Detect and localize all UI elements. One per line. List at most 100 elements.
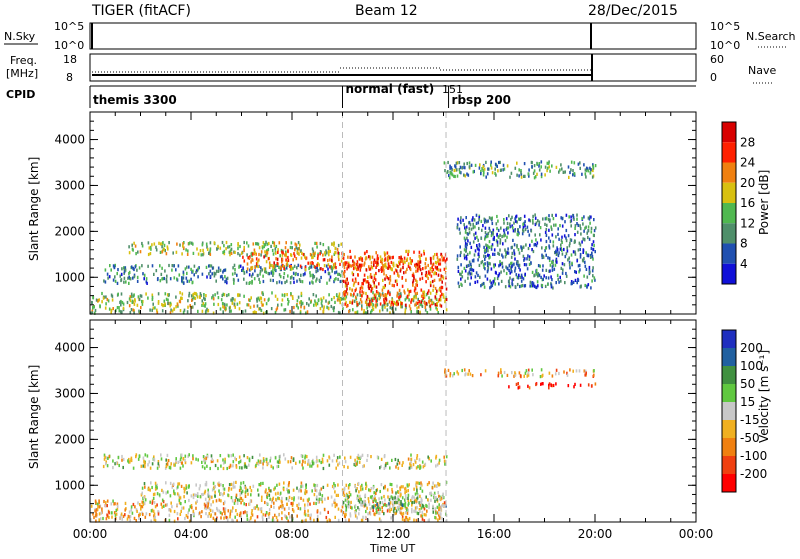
echo-cell	[307, 460, 309, 464]
echo-cell	[522, 229, 525, 233]
echo-cell	[122, 306, 125, 310]
echo-cell	[378, 517, 381, 521]
echo-cell	[594, 278, 596, 282]
echo-cell	[249, 298, 251, 302]
echo-cell	[492, 228, 495, 232]
colorbar-tick-label: 50	[740, 377, 755, 391]
echo-cell	[384, 502, 386, 506]
echo-cell	[324, 270, 327, 274]
echo-cell	[200, 515, 202, 519]
echo-cell	[206, 501, 208, 505]
echo-cell	[408, 466, 411, 470]
echo-cell	[551, 233, 554, 237]
echo-cell	[372, 296, 374, 300]
echo-cell	[338, 272, 341, 276]
echo-cell	[250, 274, 253, 278]
echo-cell	[251, 509, 253, 513]
echo-cell	[223, 516, 225, 520]
echo-cell	[381, 292, 384, 296]
echo-cell	[501, 234, 503, 239]
echo-cell	[438, 503, 440, 507]
echo-cell	[247, 303, 250, 307]
echo-cell	[566, 373, 569, 377]
echo-cell	[160, 453, 162, 457]
echo-cell	[292, 296, 294, 300]
echo-cell	[573, 161, 576, 165]
echo-cell	[349, 483, 351, 487]
echo-cell	[155, 248, 158, 252]
echo-cell	[165, 465, 168, 469]
echo-cell	[358, 507, 361, 512]
echo-cell	[377, 508, 380, 512]
echo-cell	[241, 251, 243, 255]
echo-cell	[575, 369, 578, 373]
echo-cell	[419, 255, 421, 260]
echo-cell	[584, 168, 587, 172]
echo-cell	[211, 488, 214, 492]
echo-cell	[485, 235, 488, 239]
echo-cell	[342, 279, 345, 283]
echo-cell	[423, 519, 426, 523]
colorbar-segment	[722, 438, 736, 456]
echo-cell	[169, 311, 172, 315]
echo-cell	[300, 454, 303, 458]
echo-cell	[523, 374, 525, 378]
echo-cell	[222, 458, 224, 462]
echo-cell	[532, 171, 535, 175]
echo-cell	[199, 511, 201, 515]
echo-cell	[394, 279, 397, 283]
echo-cell	[309, 516, 312, 520]
echo-cell	[427, 263, 429, 268]
echo-cell	[215, 269, 218, 273]
echo-cell	[128, 304, 131, 308]
echo-cell	[291, 502, 294, 506]
echo-cell	[212, 481, 215, 485]
echo-cell	[470, 262, 472, 266]
echo-cell	[168, 513, 171, 517]
echo-cell	[485, 243, 487, 247]
echo-cell	[562, 268, 564, 272]
echo-cell	[489, 279, 491, 283]
echo-cell	[256, 304, 259, 308]
echo-cell	[568, 256, 570, 260]
echo-cell	[238, 455, 241, 459]
echo-cell	[312, 261, 314, 266]
echo-cell	[195, 493, 197, 498]
echo-cell	[298, 278, 301, 282]
echo-cell	[520, 284, 523, 288]
echo-cell	[223, 500, 226, 504]
freq-unit: [MHz]	[6, 67, 38, 80]
echo-cell	[299, 311, 302, 315]
echo-cell	[316, 263, 318, 267]
echo-cell	[359, 298, 362, 302]
echo-cell	[305, 256, 307, 261]
echo-cell	[345, 281, 347, 286]
echo-cell	[292, 509, 295, 513]
echo-cell	[485, 249, 487, 253]
echo-cell	[477, 238, 479, 242]
echo-cell	[187, 511, 189, 515]
echo-cell	[354, 289, 357, 293]
echo-cell	[584, 369, 587, 373]
echo-cell	[560, 243, 562, 247]
echo-cell	[537, 272, 539, 276]
echo-cell	[396, 497, 398, 501]
echo-cell	[420, 303, 423, 307]
echo-cell	[337, 463, 339, 467]
echo-cell	[209, 241, 212, 245]
echo-cell	[411, 259, 413, 263]
echo-cell	[321, 494, 324, 498]
echo-cell	[335, 459, 338, 463]
echo-cell	[506, 164, 509, 168]
echo-cell	[436, 265, 439, 270]
echo-cell	[440, 289, 442, 293]
echo-cell	[317, 254, 319, 258]
echo-cell	[320, 267, 322, 271]
echo-cell	[496, 243, 499, 247]
echo-cell	[590, 226, 593, 230]
echo-cell	[418, 300, 421, 304]
echo-cell	[371, 255, 374, 259]
echo-cell	[309, 271, 311, 275]
echo-cell	[411, 273, 414, 278]
